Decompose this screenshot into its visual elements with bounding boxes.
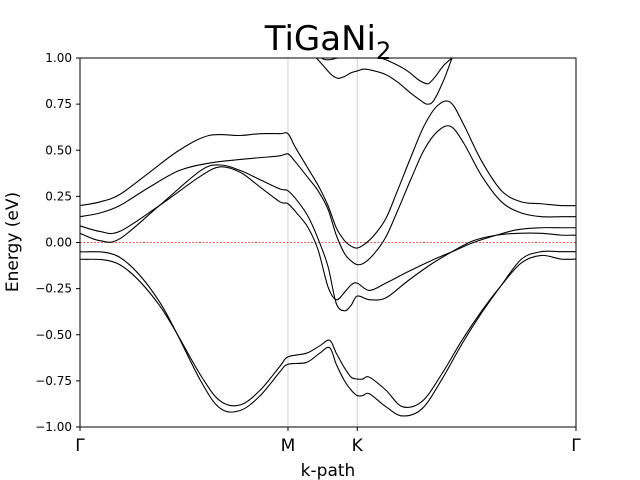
y-tick-label: 0.50: [45, 143, 72, 157]
band-line-7: [316, 58, 453, 105]
y-axis-ticks: −1.00 −0.75 −0.50 −0.25 0.00 0.25 0.50 0.75 1.00: [35, 51, 80, 434]
band-line-2: [80, 250, 576, 417]
band-line-5: [80, 125, 576, 266]
x-tick-label: Γ: [571, 436, 581, 456]
y-tick-label: −0.50: [35, 328, 72, 342]
band-line-6: [80, 100, 576, 249]
x-tick-label: Γ: [75, 436, 85, 456]
band-line-4: [80, 164, 576, 312]
y-tick-label: −0.25: [35, 282, 72, 296]
x-tick-label: M: [281, 436, 296, 456]
y-tick-label: −1.00: [35, 420, 72, 434]
band-lines: [80, 58, 576, 417]
x-axis-label: k-path: [301, 461, 356, 480]
y-tick-label: 0.00: [45, 236, 72, 250]
y-tick-label: 0.25: [45, 189, 72, 203]
y-tick-label: 1.00: [45, 51, 72, 65]
y-tick-label: 0.75: [45, 97, 72, 111]
y-axis-label: Energy (eV): [3, 192, 23, 292]
x-tick-label: K: [352, 436, 364, 456]
band-line-8: [320, 58, 453, 85]
band-line-1: [80, 254, 576, 408]
band-line-3: [80, 166, 576, 301]
y-tick-label: −0.75: [35, 374, 72, 388]
chart-title: TiGaNi2: [264, 19, 392, 65]
